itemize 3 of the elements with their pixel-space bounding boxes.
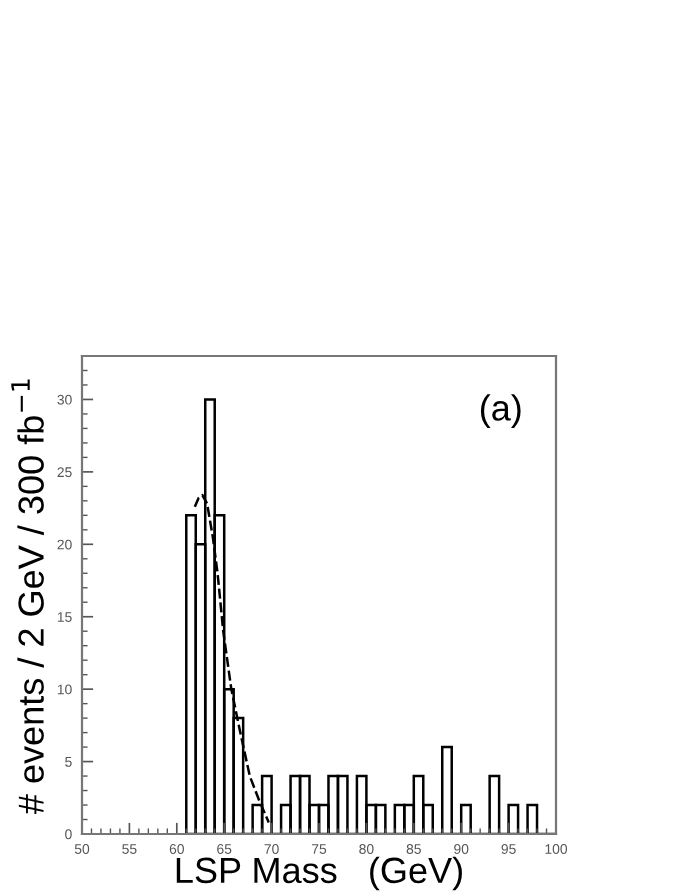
x-axis-title: LSP Mass (GeV) <box>176 856 462 891</box>
annotation: (a) <box>480 394 521 428</box>
y-axis-title: # events / 2 GeV / 300 fb$^{−1}$ <box>11 379 44 815</box>
